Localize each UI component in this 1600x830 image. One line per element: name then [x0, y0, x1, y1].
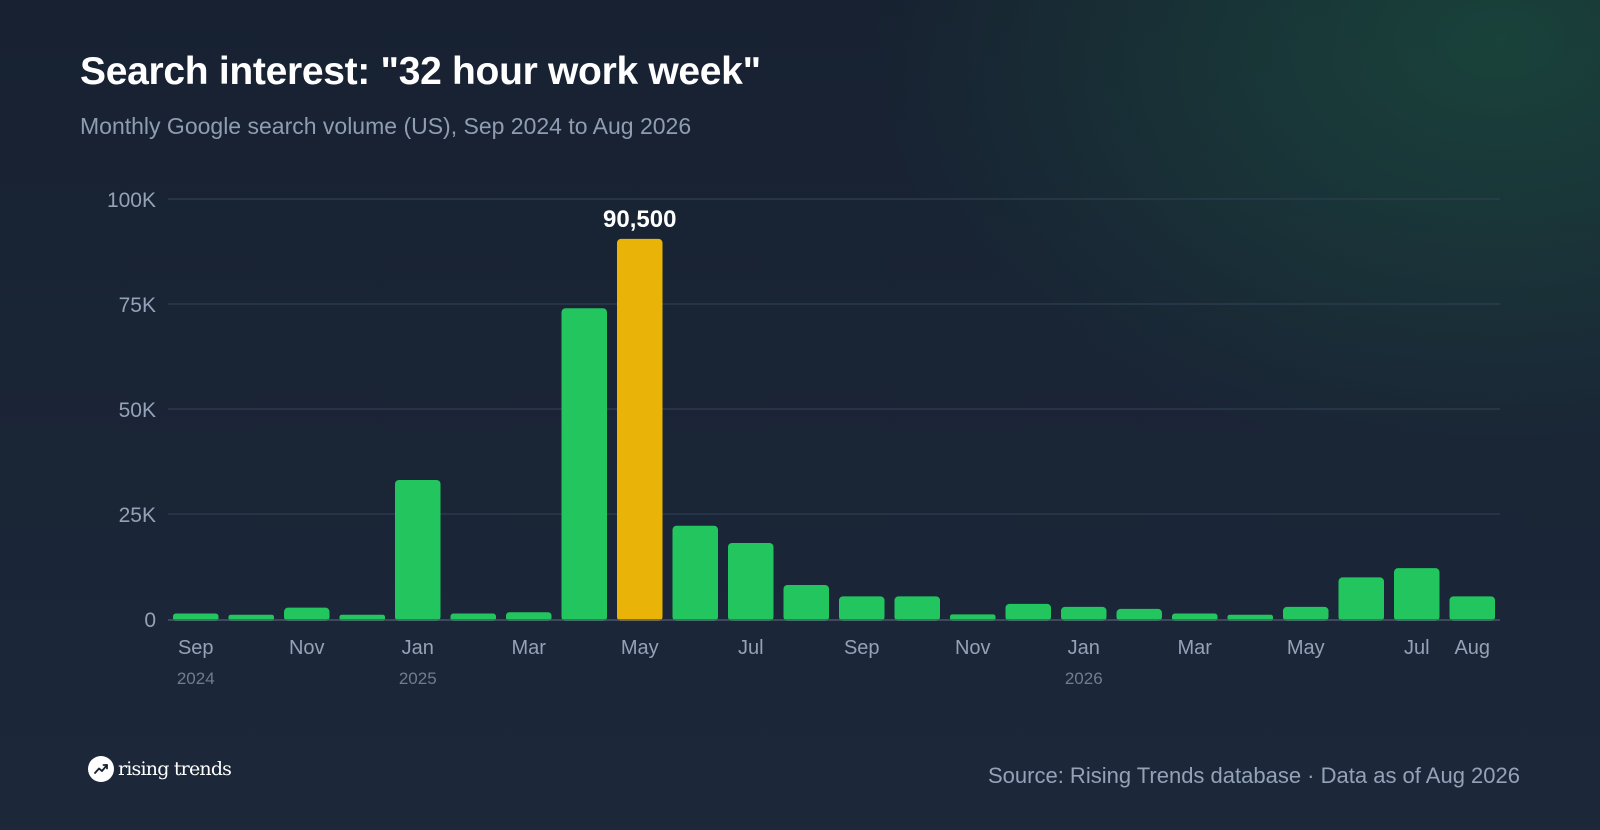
- bar-highlight: [616, 238, 663, 621]
- bar: [1282, 606, 1329, 621]
- bar: [1060, 606, 1107, 621]
- bar: [1393, 568, 1440, 621]
- x-tick-label: Jul: [1404, 637, 1430, 659]
- chart-subtitle: Monthly Google search volume (US), Sep 2…: [80, 113, 692, 139]
- x-tick-label: May: [1287, 637, 1325, 659]
- x-tick-label: Aug: [1454, 637, 1490, 659]
- bar: [838, 596, 885, 621]
- bar: [561, 308, 608, 621]
- y-tick-label: 75K: [119, 294, 156, 317]
- bar: [727, 542, 774, 621]
- x-tick-year: 2026: [1065, 669, 1103, 688]
- y-tick-label: 50K: [119, 399, 156, 422]
- bar: [1338, 577, 1385, 621]
- bar: [505, 612, 552, 621]
- bar: [283, 607, 330, 621]
- x-tick-label: Mar: [1178, 637, 1213, 659]
- bar: [450, 613, 497, 621]
- bar: [672, 525, 719, 621]
- bar: [1449, 596, 1496, 621]
- x-tick-label: Mar: [512, 637, 547, 659]
- x-tick-year: 2024: [177, 669, 215, 688]
- x-tick-label: Jan: [402, 637, 434, 659]
- bar-chart: 0 25K 50K 75K 100K 90,500 Sep 2024 Nov Jan 2025 M…: [107, 189, 1500, 688]
- x-tick-label: Nov: [289, 637, 325, 659]
- bar: [894, 596, 941, 621]
- y-tick-label: 0: [144, 609, 156, 632]
- chart-title: Search interest: "32 hour work week": [80, 50, 761, 93]
- brand-logo: rising trends: [88, 756, 232, 782]
- y-axis-ticks: 0 25K 50K 75K 100K: [107, 189, 156, 632]
- x-tick-label: Sep: [844, 637, 880, 659]
- x-tick-year: 2025: [399, 669, 437, 688]
- source-note: Source: Rising Trends database · Data as…: [988, 763, 1520, 788]
- bar: [783, 584, 830, 621]
- x-tick-label: Jul: [738, 637, 764, 659]
- x-tick-label: Jan: [1068, 637, 1100, 659]
- x-tick-label: Sep: [178, 637, 214, 659]
- data-labels: 90,500: [603, 206, 676, 233]
- y-tick-label: 25K: [119, 504, 156, 527]
- bar: [394, 479, 441, 621]
- x-axis-ticks: Sep 2024 Nov Jan 2025 Mar May Jul Sep Nov Jan 2026 M…: [177, 637, 1490, 688]
- x-tick-label: Nov: [955, 637, 991, 659]
- bar: [1171, 613, 1218, 621]
- bar: [1005, 603, 1052, 621]
- bar: [1116, 608, 1163, 621]
- gridlines: [168, 198, 1500, 515]
- trending-up-icon: [88, 756, 114, 782]
- brand-name: rising trends: [118, 758, 232, 780]
- x-tick-label: May: [621, 637, 659, 659]
- y-tick-label: 100K: [107, 189, 156, 212]
- data-label: 90,500: [603, 206, 676, 233]
- bar: [172, 613, 219, 621]
- bars: [172, 238, 1496, 621]
